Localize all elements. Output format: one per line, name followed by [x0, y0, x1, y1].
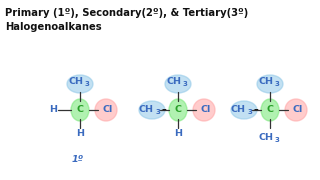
Text: Cl: Cl	[201, 105, 211, 114]
Ellipse shape	[95, 99, 117, 121]
Text: H: H	[49, 105, 57, 114]
Ellipse shape	[261, 99, 279, 121]
Ellipse shape	[67, 75, 93, 93]
Text: H: H	[76, 129, 84, 138]
Text: C: C	[174, 105, 181, 114]
Text: CH: CH	[259, 78, 274, 87]
Ellipse shape	[231, 101, 257, 119]
Text: CH: CH	[139, 105, 154, 114]
Text: 3: 3	[275, 81, 280, 87]
Text: CH: CH	[68, 78, 84, 87]
Text: 3: 3	[275, 137, 280, 143]
Text: –: –	[162, 105, 166, 114]
Text: 3: 3	[183, 81, 188, 87]
Text: Cl: Cl	[293, 105, 303, 114]
Ellipse shape	[169, 99, 187, 121]
Text: Primary (1º), Secondary(2º), & Tertiary(3º): Primary (1º), Secondary(2º), & Tertiary(…	[5, 8, 248, 18]
Text: Halogenoalkanes: Halogenoalkanes	[5, 22, 102, 32]
Text: CH: CH	[259, 134, 274, 143]
Text: C: C	[76, 105, 84, 114]
Ellipse shape	[257, 75, 283, 93]
Ellipse shape	[165, 75, 191, 93]
Ellipse shape	[285, 99, 307, 121]
Text: 3: 3	[85, 81, 90, 87]
Text: H: H	[174, 129, 182, 138]
Text: –: –	[254, 105, 258, 114]
Text: CH: CH	[230, 105, 245, 114]
Text: Cl: Cl	[103, 105, 113, 114]
Ellipse shape	[71, 99, 89, 121]
Text: 3: 3	[248, 109, 253, 115]
Text: CH: CH	[166, 78, 181, 87]
Text: 1º: 1º	[72, 156, 84, 165]
Text: C: C	[267, 105, 274, 114]
Text: 3: 3	[156, 109, 161, 115]
Ellipse shape	[193, 99, 215, 121]
Ellipse shape	[139, 101, 165, 119]
